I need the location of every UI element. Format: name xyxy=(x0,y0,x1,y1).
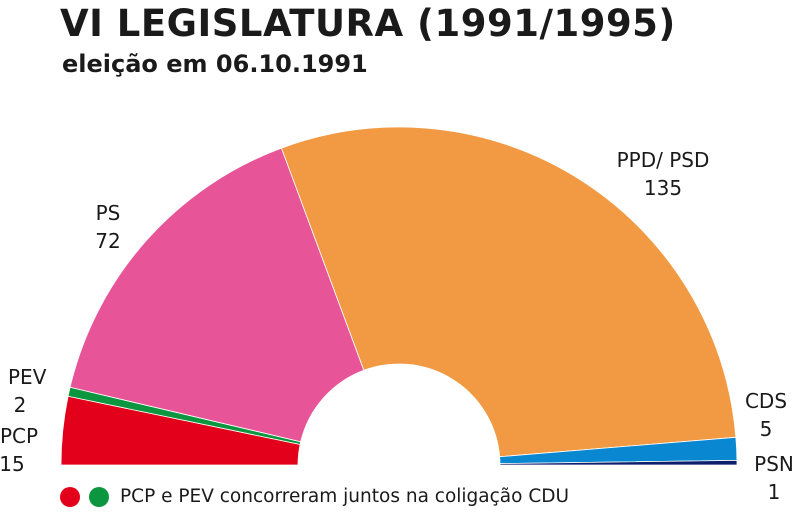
value-ps: 72 xyxy=(95,229,120,253)
label-pcp: PCP xyxy=(0,424,38,448)
label-cds: CDS xyxy=(745,389,787,413)
label-psn: PSN xyxy=(754,452,794,476)
pcp-dot-icon xyxy=(60,486,80,507)
slice-psn xyxy=(499,459,738,466)
value-psn: 1 xyxy=(768,480,781,504)
label-pev: PEV xyxy=(8,365,47,389)
coalition-note-text: PCP e PEV concorreram juntos na coligaçã… xyxy=(120,486,570,507)
slice-ps xyxy=(69,147,365,443)
value-ppd-psd: 135 xyxy=(644,176,682,200)
value-cds: 5 xyxy=(760,417,773,441)
chart-title: VI LEGISLATURA (1991/1995) xyxy=(60,2,676,45)
value-pcp: 15 xyxy=(0,452,25,476)
coalition-note: PCP e PEV concorreram juntos na coligaçã… xyxy=(60,486,569,507)
slice-ppd-psd xyxy=(280,126,737,458)
value-pev: 2 xyxy=(14,393,27,417)
pev-dot-icon xyxy=(89,486,109,507)
label-ps: PS xyxy=(96,201,121,225)
label-ppd-psd: PPD/ PSD xyxy=(617,148,710,172)
chart-subtitle: eleição em 06.10.1991 xyxy=(62,50,368,78)
